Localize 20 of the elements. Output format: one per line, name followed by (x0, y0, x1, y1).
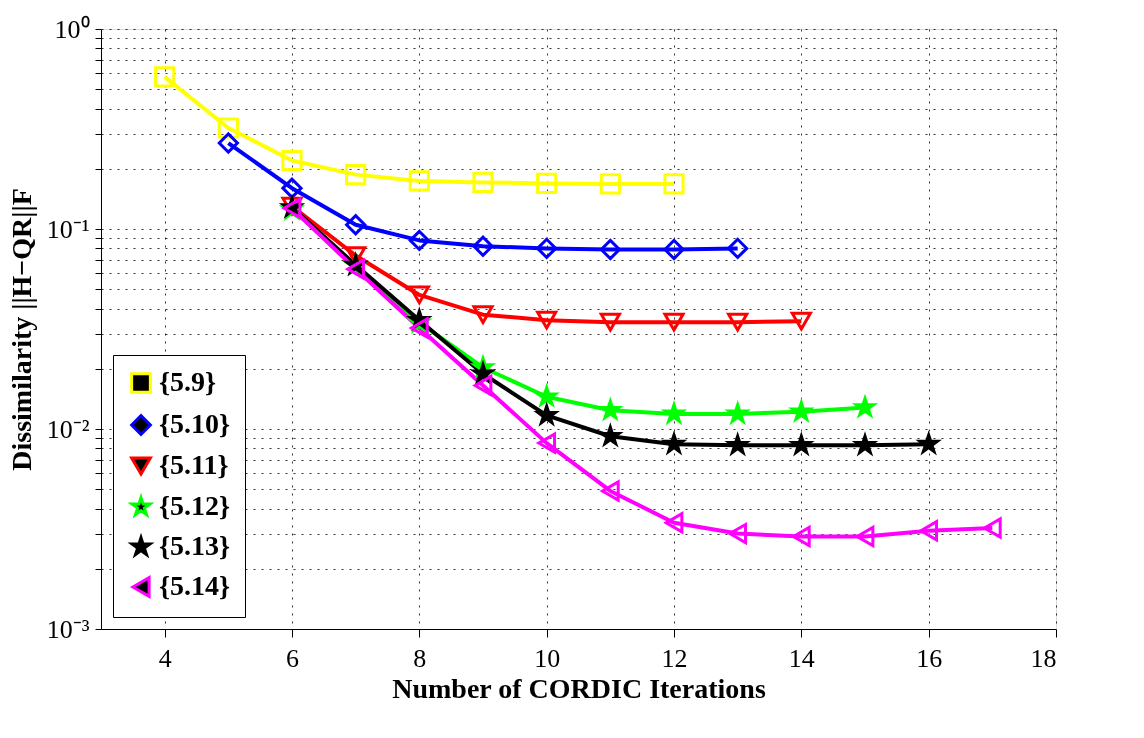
x-tick-label: 16 (916, 643, 943, 673)
legend-label: {5.11} (159, 449, 229, 480)
legend-label: {5.10} (159, 408, 231, 439)
y-axis-title: Dissimilarity ||H−QR||F (5, 188, 37, 471)
x-tick-label: 12 (661, 643, 688, 673)
x-tick-label: 10 (534, 643, 561, 673)
y-tick-label: 10⁻³ (46, 614, 90, 644)
x-tick-label: 8 (413, 643, 427, 673)
y-tick-label: 10⁰ (54, 14, 90, 44)
x-tick-label: 14 (788, 643, 815, 673)
x-axis-title: Number of CORDIC Iterations (392, 672, 766, 704)
legend-label: {5.12} (159, 490, 231, 521)
x-tick-label: 6 (286, 643, 299, 673)
y-tick-label: 10⁻² (46, 414, 90, 444)
x-tick-label: 4 (158, 643, 172, 673)
legend-label: {5.9} (159, 366, 217, 397)
legend-label: {5.14} (159, 570, 231, 601)
x-tick-label: 18 (1030, 643, 1057, 673)
y-tick-label: 10⁻¹ (46, 214, 90, 244)
legend-label: {5.13} (159, 530, 231, 561)
